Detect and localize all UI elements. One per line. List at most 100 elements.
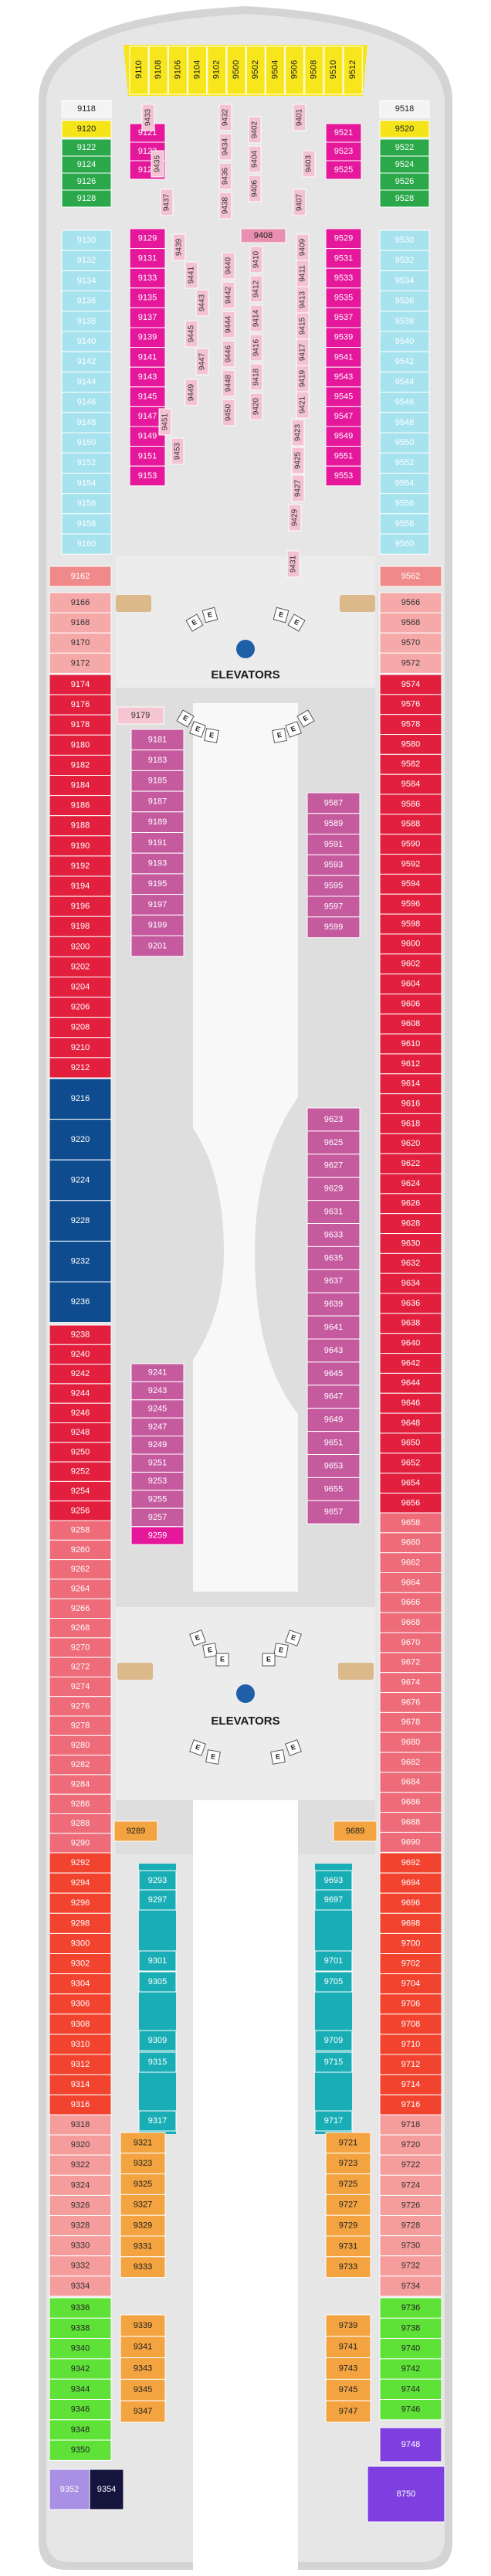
cabin (304, 46, 324, 95)
cabin-number: 9433 (144, 108, 153, 126)
cabin-number: 9138 (77, 317, 96, 326)
cabin-number: 9197 (148, 900, 167, 909)
cabin-number: 9686 (401, 1798, 420, 1807)
cabin (379, 1313, 442, 1334)
cabin (49, 1422, 112, 1443)
cabin (222, 369, 235, 397)
cabin (49, 1953, 112, 1975)
cabin-number: 9533 (334, 274, 353, 283)
elevator-door-label: E (290, 1743, 296, 1752)
cabin-number: 9102 (212, 60, 222, 79)
cabin-number: 9451 (161, 413, 170, 430)
cabin-number: 9642 (401, 1358, 420, 1368)
cabin (325, 347, 362, 368)
cabin-number: 9441 (188, 266, 196, 284)
cabin (129, 386, 166, 407)
cabin (120, 2153, 166, 2175)
cabin (379, 734, 442, 755)
cabin-number: 9278 (71, 1721, 90, 1731)
cabin-number: 9628 (401, 1219, 420, 1229)
cabin (379, 2074, 442, 2095)
cabin (379, 933, 442, 955)
cabin-number: 9316 (71, 2100, 90, 2109)
cabin (138, 1950, 177, 1972)
cabin-number: 9640 (401, 1339, 420, 1348)
cabin (49, 855, 112, 877)
cabin-number: 9336 (71, 2303, 90, 2313)
cabin (49, 1559, 112, 1580)
cabin (379, 2215, 442, 2237)
cabin-number: 9652 (401, 1459, 420, 1468)
atrium-void (193, 703, 298, 1592)
cabin (49, 1932, 112, 1954)
cabin (379, 566, 442, 587)
cabin (379, 794, 442, 815)
cabin-number: 9149 (138, 432, 157, 441)
cabin-number: 9310 (71, 2040, 90, 2049)
cabin-number: 9290 (71, 1838, 90, 1847)
cabin (89, 2469, 124, 2510)
cabin-number: 9148 (77, 418, 96, 427)
cabin-number: 9618 (401, 1119, 420, 1128)
cabin-number: 9651 (324, 1438, 343, 1447)
cabin (222, 311, 235, 338)
cabin (379, 873, 442, 895)
cabin-number: 9593 (324, 861, 343, 870)
cabin (49, 2054, 112, 2075)
cabin-number: 9188 (71, 821, 90, 831)
cabin-number: 9245 (148, 1404, 167, 1413)
cabin (49, 1442, 112, 1463)
cabin-number: 9254 (71, 1487, 90, 1496)
cabin (325, 267, 362, 289)
cabin (61, 270, 112, 292)
cabin (49, 754, 112, 777)
cabin (325, 2400, 371, 2423)
cabin-number: 9438 (222, 196, 230, 214)
cabin-number: 9588 (401, 820, 420, 829)
cabin (49, 1892, 112, 1914)
cabin-number: 9425 (294, 451, 303, 469)
cabin (49, 632, 112, 654)
cabin-number: 8750 (397, 2489, 415, 2499)
cabin-number: 9630 (401, 1239, 420, 1248)
cabin-number: 9414 (252, 309, 261, 327)
cabin-number: 9624 (401, 1179, 420, 1188)
cabin (302, 150, 316, 178)
cabin-number: 9160 (77, 539, 96, 549)
cabin (49, 2215, 112, 2237)
cabin (306, 1315, 361, 1340)
cabin-number: 9718 (401, 2120, 420, 2129)
elevator-door (176, 709, 195, 728)
cabin (172, 233, 186, 261)
cabin (61, 412, 112, 433)
cabin (379, 1492, 442, 1514)
cabin (379, 2034, 442, 2055)
cabin (379, 1711, 442, 1733)
cabin (61, 351, 112, 372)
cabin (379, 493, 430, 515)
cabin-number: 9553 (334, 471, 353, 481)
cabin-number: 9282 (71, 1760, 90, 1769)
cabin (49, 1793, 112, 1814)
cabin-number: 9404 (251, 150, 259, 168)
cabin-number: 9450 (225, 403, 233, 421)
cabin-number: 9274 (71, 1682, 90, 1691)
cabin-number: 9748 (401, 2440, 420, 2449)
cabin-number: 9201 (148, 941, 167, 950)
cabin-number: 9730 (401, 2241, 420, 2251)
cabin (49, 1281, 112, 1324)
cabin-number: 9286 (71, 1799, 90, 1809)
cabin-number: 9325 (134, 2180, 152, 2189)
cabin-number: 9440 (225, 257, 233, 274)
cabin (314, 2110, 353, 2132)
cabin (222, 281, 235, 309)
cabin (288, 504, 302, 532)
cabin (195, 289, 209, 317)
cabin-number: 9268 (71, 1623, 90, 1633)
cabin (325, 2314, 371, 2337)
cabin-number: 9190 (71, 841, 90, 851)
cabin (379, 2194, 442, 2216)
cabin (130, 935, 185, 957)
cabin-number: 9692 (401, 1858, 420, 1867)
